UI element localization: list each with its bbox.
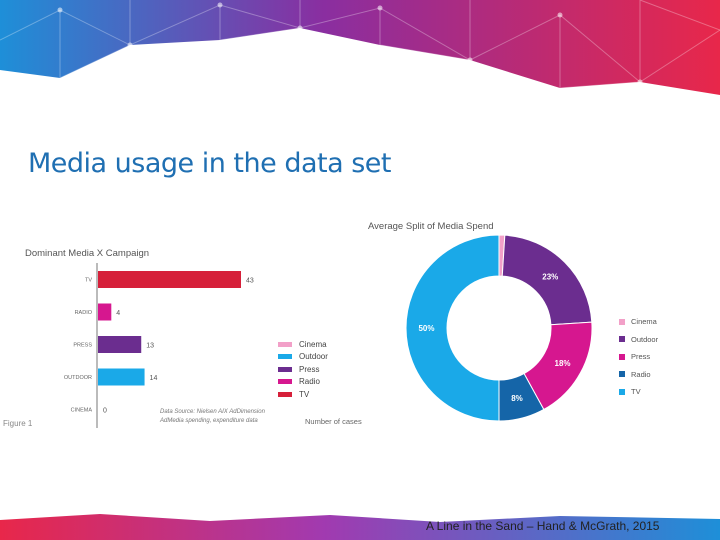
legend-item-cinema: Cinema bbox=[278, 338, 328, 351]
legend-swatch bbox=[619, 353, 625, 360]
donut-data-label: 18% bbox=[555, 359, 571, 368]
bar bbox=[98, 303, 112, 321]
legend-label: Press bbox=[631, 352, 651, 362]
legend-label: TV bbox=[299, 389, 310, 399]
bar-category-label: CINEMA bbox=[71, 408, 93, 414]
source-note-line: AdMedia spending, expenditure data bbox=[160, 418, 258, 424]
legend-swatch bbox=[619, 336, 625, 343]
legend-item-tv: TV bbox=[278, 388, 328, 401]
donut-chart-title: Average Split of Media Spend bbox=[368, 221, 494, 232]
legend-swatch bbox=[278, 366, 292, 372]
bar-value-label: 13 bbox=[146, 343, 154, 350]
bar-value-label: 0 bbox=[103, 408, 107, 415]
legend-item-tv: TV bbox=[619, 383, 658, 401]
bar bbox=[98, 271, 241, 288]
footer-caption: A Line in the Sand – Hand & McGrath, 201… bbox=[426, 519, 660, 533]
donut-data-label: 23% bbox=[542, 273, 558, 282]
bar-category-label: PRESS bbox=[73, 343, 92, 349]
legend-label: Cinema bbox=[299, 339, 327, 349]
source-note-line: Data Source: Nielsen AIX AdDimension bbox=[160, 409, 265, 415]
legend-label: Cinema bbox=[631, 317, 657, 327]
donut-slice bbox=[405, 234, 500, 422]
bar bbox=[98, 368, 145, 386]
legend-item-press: Press bbox=[278, 363, 328, 376]
legend-item-outdoor: Outdoor bbox=[278, 351, 328, 364]
bar-chart-x-axis-label: Number of cases bbox=[305, 417, 362, 426]
legend-item-outdoor: Outdoor bbox=[619, 331, 658, 349]
top-decorative-banner bbox=[0, 0, 720, 95]
legend-swatch bbox=[278, 341, 292, 347]
legend-item-radio: Radio bbox=[278, 376, 328, 389]
bar-category-label: OUTDOOR bbox=[64, 375, 92, 381]
bottom-decorative-banner bbox=[0, 514, 720, 540]
legend-label: Outdoor bbox=[631, 334, 659, 344]
bar-category-label: TV bbox=[85, 278, 92, 284]
legend-swatch bbox=[619, 371, 625, 378]
donut-data-label: 50% bbox=[418, 324, 434, 333]
bar-chart-legend: Cinema Outdoor Press Radio TV bbox=[278, 338, 328, 401]
legend-item-press: Press bbox=[619, 348, 658, 366]
bar-chart: TV 43 RADIO 4 PRESS 13 OUTDOOR 14 CINEMA 0 bbox=[64, 263, 254, 428]
bar-category-label: RADIO bbox=[75, 310, 93, 316]
legend-swatch bbox=[278, 391, 292, 397]
donut-chart-legend: Cinema Outdoor Press Radio TV bbox=[619, 313, 658, 401]
legend-swatch bbox=[278, 354, 292, 360]
bar-value-label: 43 bbox=[246, 278, 254, 285]
legend-item-radio: Radio bbox=[619, 366, 658, 384]
legend-label: TV bbox=[631, 387, 641, 397]
figure-label: Figure 1 bbox=[3, 419, 33, 428]
bar-chart-source-note: Data Source: Nielsen AIX AdDimension AdM… bbox=[160, 408, 265, 426]
legend-label: Radio bbox=[631, 369, 651, 379]
legend-label: Outdoor bbox=[299, 352, 328, 362]
donut-chart: 1%23%18%8%50% bbox=[405, 234, 593, 422]
slide-title: Media usage in the data set bbox=[28, 148, 391, 179]
legend-swatch bbox=[619, 388, 625, 395]
donut-data-label: 8% bbox=[511, 394, 523, 403]
legend-label: Radio bbox=[299, 377, 320, 387]
bar bbox=[98, 336, 142, 353]
bar-chart-panel bbox=[0, 238, 340, 433]
legend-label: Press bbox=[299, 364, 320, 374]
bar-chart-title: Dominant Media X Campaign bbox=[25, 248, 150, 259]
bar-value-label: 4 bbox=[116, 310, 120, 317]
legend-swatch bbox=[619, 318, 625, 325]
legend-item-cinema: Cinema bbox=[619, 313, 658, 331]
legend-swatch bbox=[278, 379, 292, 385]
bar-value-label: 14 bbox=[150, 375, 158, 382]
